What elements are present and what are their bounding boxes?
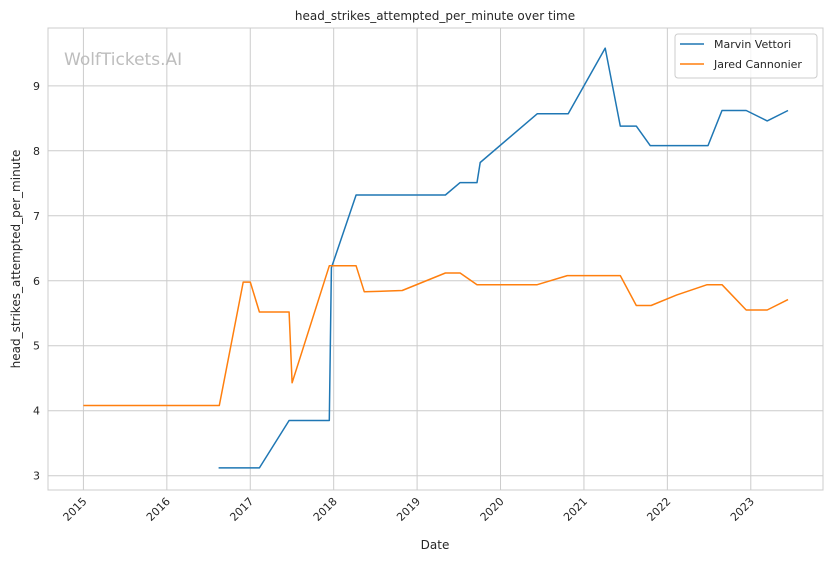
y-tick-label: 5 [33,340,40,353]
chart-title: head_strikes_attempted_per_minute over t… [295,9,575,23]
y-tick-label: 3 [33,470,40,483]
x-axis-ticks: 2015 2016 2017 2018 2019 2020 2021 2022 2023 [61,495,757,524]
legend: Marvin Vettori Jared Cannonier [675,34,817,78]
plot-frame [48,28,823,490]
x-tick-label: 2019 [394,495,423,524]
y-axis-ticks: 3 4 5 6 7 8 9 [33,80,40,483]
watermark: WolfTickets.AI [64,50,182,70]
y-tick-label: 9 [33,80,40,93]
x-tick-label: 2020 [478,495,507,524]
y-tick-label: 4 [33,405,40,418]
x-axis-label: Date [421,538,450,552]
x-tick-label: 2016 [144,495,173,524]
series-line-jared-cannonier [83,266,788,406]
series-line-marvin-vettori [219,48,788,468]
x-tick-label: 2021 [561,495,590,524]
x-tick-label: 2017 [227,495,256,524]
x-tick-label: 2022 [644,495,673,524]
y-axis-label: head_strikes_attempted_per_minute [9,150,23,369]
x-tick-label: 2018 [311,495,340,524]
x-tick-label: 2015 [61,495,90,524]
y-tick-label: 7 [33,210,40,223]
series-layer [83,48,788,468]
legend-label-jared-cannonier: Jared Cannonier [713,58,802,71]
grid [48,28,823,490]
legend-label-marvin-vettori: Marvin Vettori [714,38,791,51]
y-tick-label: 8 [33,145,40,158]
x-tick-label: 2023 [728,495,757,524]
y-tick-label: 6 [33,275,40,288]
